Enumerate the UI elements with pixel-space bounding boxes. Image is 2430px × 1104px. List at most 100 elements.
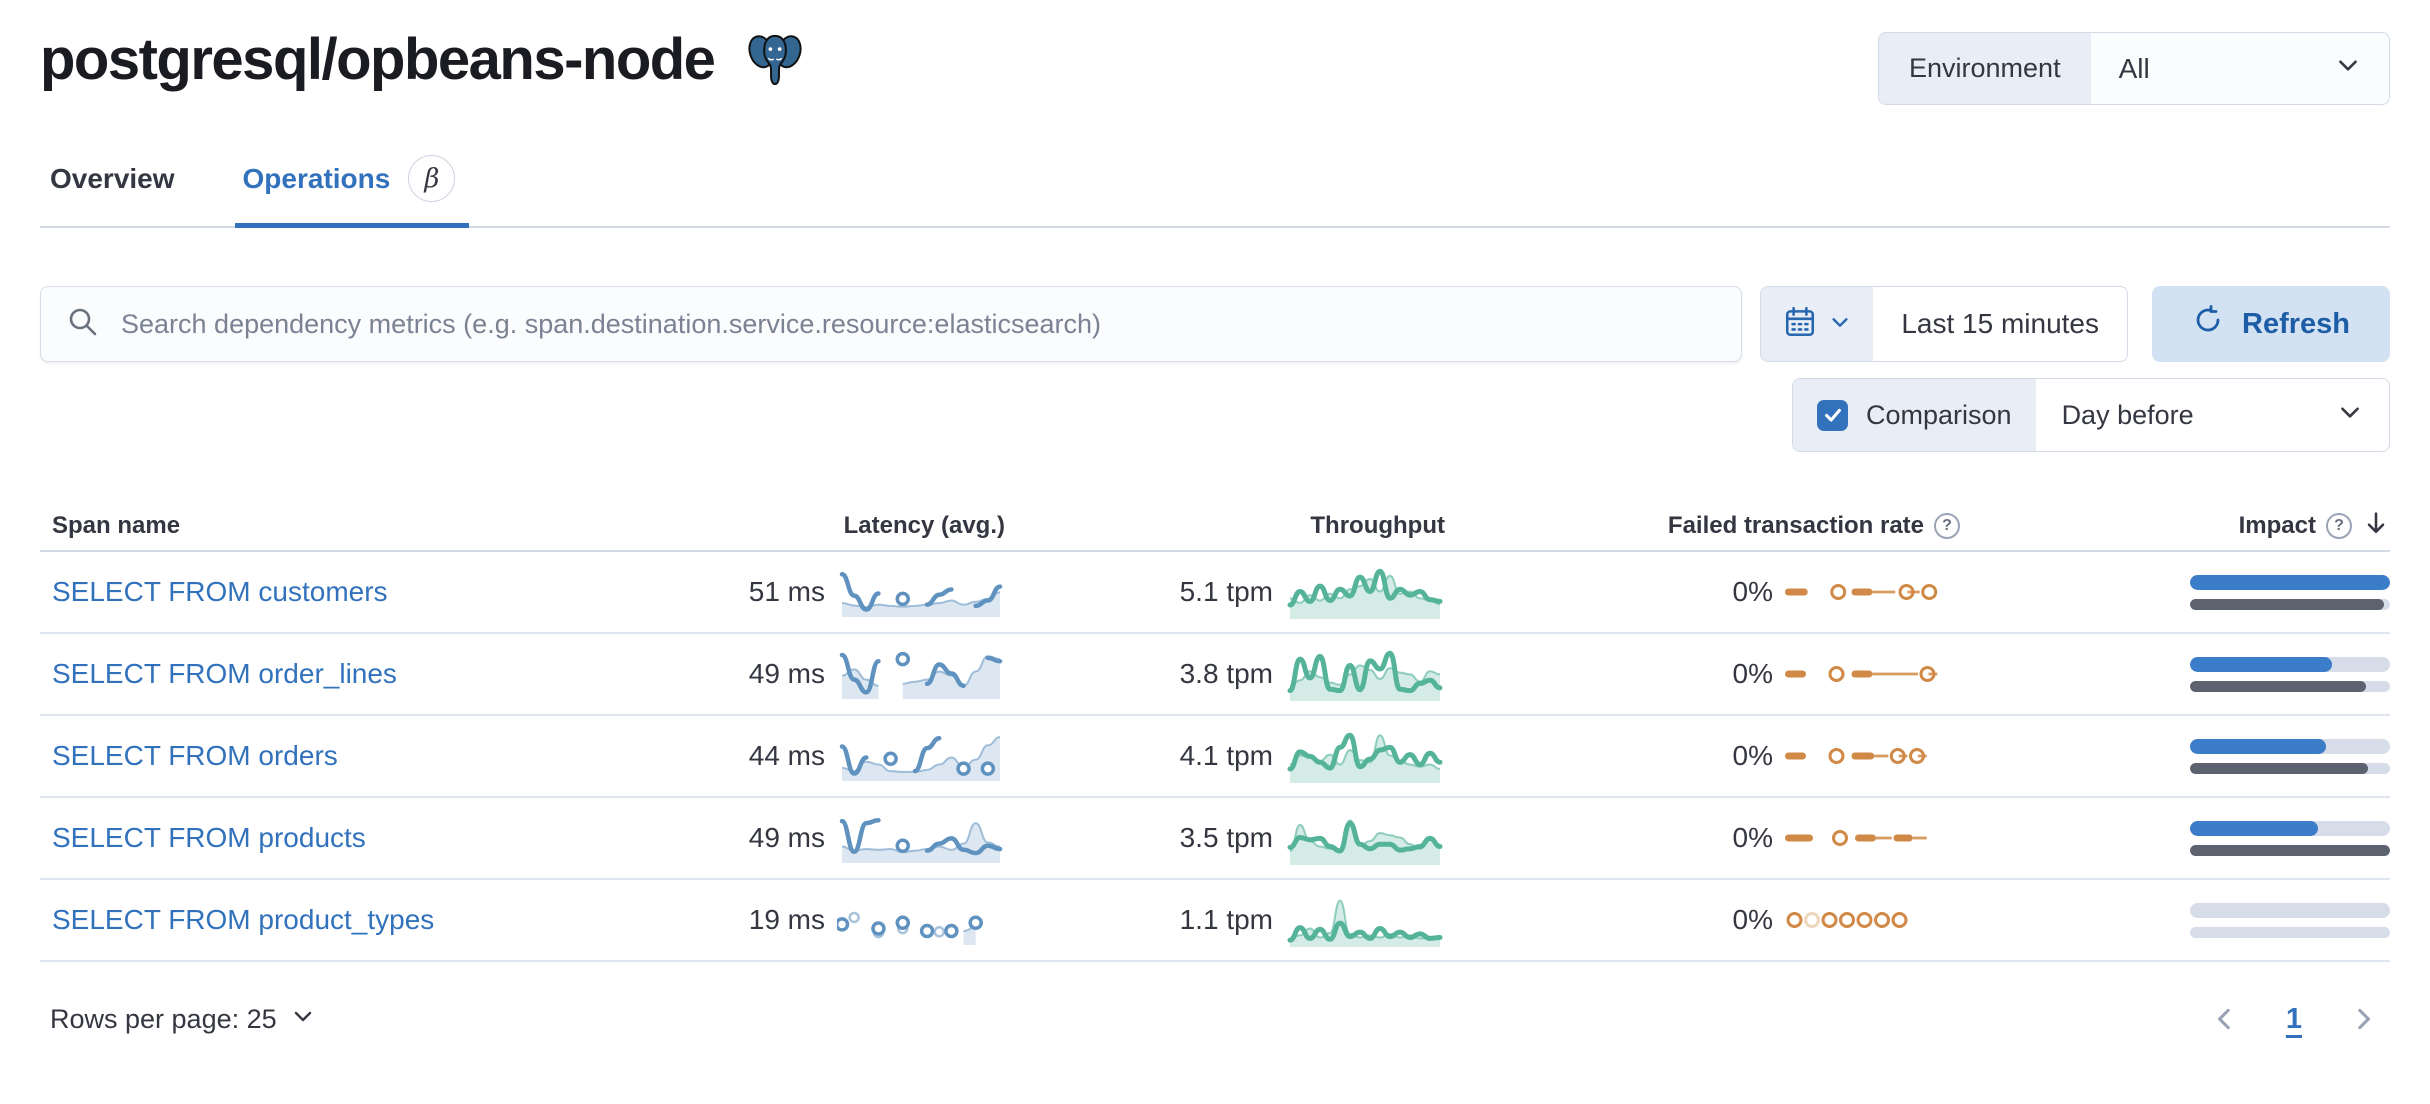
comparison-control: Comparison Day before: [1792, 378, 2390, 452]
latency-value: 19 ms: [748, 904, 825, 935]
tab-bar: Overview Operations β: [40, 143, 2390, 228]
latency-sparkline: [839, 651, 1003, 699]
help-icon[interactable]: ?: [2326, 513, 2352, 539]
latency-cell: 19 ms: [535, 894, 1005, 946]
date-picker: Last 15 minutes: [1760, 286, 2128, 362]
span-name-header-label: Span name: [52, 512, 181, 539]
latency-header-label: Latency (avg.): [843, 512, 1005, 539]
column-header-impact[interactable]: Impact ?: [1960, 509, 2390, 544]
page-header: postgresql/opbeans-node Environment: [40, 24, 2390, 105]
environment-select[interactable]: Environment All: [1878, 32, 2390, 105]
failed-rate-cell: 0%: [1445, 814, 1960, 862]
throughput-sparkline: [1287, 650, 1443, 701]
chevron-down-icon: [291, 1004, 315, 1035]
table-header-row: Span name Latency (avg.) Throughput Fail…: [40, 502, 2390, 552]
latency-cell: 49 ms: [535, 812, 1005, 864]
throughput-sparkline: [1287, 899, 1443, 947]
impact-cell: [1960, 574, 2390, 610]
page-number-1[interactable]: 1: [2285, 1002, 2302, 1035]
latency-value: 49 ms: [748, 822, 825, 853]
failed-rate-cell: 0%: [1445, 650, 1960, 698]
impact-bar-current: [2190, 574, 2390, 590]
failed-rate-value: 0%: [1732, 658, 1773, 689]
impact-bar-previous: [2190, 762, 2368, 774]
previous-page-button[interactable]: [2208, 1002, 2242, 1036]
calendar-icon: [1783, 305, 1817, 344]
comparison-value: Day before: [2061, 399, 2194, 430]
tab-operations[interactable]: Operations β: [234, 143, 470, 228]
failed-rate-sparkline: [1785, 666, 1938, 682]
comparison-checkbox[interactable]: [1817, 399, 1848, 431]
operations-table: Span name Latency (avg.) Throughput Fail…: [40, 502, 2390, 962]
search-icon: [67, 306, 99, 343]
column-header-failed-rate: Failed transaction rate ?: [1445, 512, 1960, 540]
comparison-label: Comparison: [1866, 399, 2012, 430]
impact-bar-previous: [2190, 844, 2390, 856]
latency-cell: 51 ms: [535, 566, 1005, 618]
impact-bar-previous-track: [2190, 680, 2390, 692]
latency-value: 44 ms: [748, 740, 825, 771]
search-input[interactable]: [119, 307, 1716, 341]
environment-label: Environment: [1879, 33, 2091, 104]
table-row: SELECT FROM products 49 ms 3.5 tpm 0%: [40, 798, 2390, 880]
impact-bars: [2190, 820, 2390, 856]
sort-desc-arrow-icon: [2362, 509, 2390, 544]
help-icon[interactable]: ?: [1934, 513, 1960, 539]
impact-bar-previous-track: [2190, 926, 2390, 938]
throughput-value: 5.1 tpm: [1179, 576, 1273, 607]
failed-rate-cell: 0%: [1445, 896, 1960, 944]
beta-badge: β: [408, 155, 456, 202]
page-title: postgresql/opbeans-node: [40, 27, 716, 92]
failed-rate-value: 0%: [1732, 576, 1773, 607]
column-header-throughput: Throughput: [1005, 512, 1445, 540]
impact-bar-current: [2190, 820, 2318, 836]
throughput-cell: 1.1 tpm: [1005, 892, 1445, 948]
time-range-value[interactable]: Last 15 minutes: [1873, 287, 2127, 361]
table-row: SELECT FROM product_types 19 ms 1.1 tpm 0%: [40, 880, 2390, 962]
comparison-checkbox-group[interactable]: Comparison: [1793, 379, 2036, 451]
span-name-link[interactable]: SELECT FROM product_types: [52, 904, 435, 935]
rows-per-page-select[interactable]: Rows per page: 25: [50, 1004, 315, 1035]
throughput-header-label: Throughput: [1310, 512, 1445, 539]
throughput-value: 4.1 tpm: [1179, 740, 1273, 771]
impact-cell: [1960, 902, 2390, 938]
table-row: SELECT FROM order_lines 49 ms 3.8 tpm 0%: [40, 634, 2390, 716]
throughput-sparkline: [1287, 819, 1443, 865]
date-picker-quick-menu[interactable]: [1761, 287, 1874, 361]
rows-per-page-label: Rows per page: 25: [50, 1003, 277, 1034]
next-page-button[interactable]: [2346, 1002, 2380, 1036]
failed-rate-sparkline: [1785, 830, 1927, 846]
impact-bar-current-track: [2190, 656, 2390, 672]
span-name-link[interactable]: SELECT FROM order_lines: [52, 658, 397, 689]
impact-bars: [2190, 902, 2390, 938]
tab-overview[interactable]: Overview: [46, 143, 179, 226]
comparison-row: Comparison Day before: [40, 378, 2390, 452]
refresh-label: Refresh: [2242, 307, 2350, 340]
impact-bar-previous-track: [2190, 598, 2390, 610]
impact-bar-previous: [2190, 680, 2366, 692]
impact-bar-previous-track: [2190, 762, 2390, 774]
table-row: SELECT FROM customers 51 ms 5.1 tpm 0%: [40, 552, 2390, 634]
toolbar: Last 15 minutes Refresh: [40, 286, 2390, 362]
impact-bar-previous: [2190, 598, 2384, 610]
throughput-sparkline: [1287, 732, 1443, 783]
impact-bar-current-track: [2190, 574, 2390, 590]
failed-rate-cell: 0%: [1445, 732, 1960, 780]
failed-rate-value: 0%: [1732, 904, 1773, 935]
refresh-button[interactable]: Refresh: [2152, 286, 2390, 362]
apm-dependency-page: postgresql/opbeans-node Environment: [40, 24, 2390, 1036]
environment-value: All: [2118, 52, 2150, 84]
impact-cell: [1960, 738, 2390, 774]
comparison-select[interactable]: Day before: [2036, 379, 2389, 451]
span-name-link[interactable]: SELECT FROM orders: [52, 740, 338, 771]
failed-rate-sparkline: [1785, 748, 1927, 764]
throughput-cell: 5.1 tpm: [1005, 564, 1445, 620]
impact-cell: [1960, 656, 2390, 692]
span-name-link[interactable]: SELECT FROM customers: [52, 576, 388, 607]
impact-cell: [1960, 820, 2390, 856]
column-header-latency: Latency (avg.): [535, 512, 1005, 540]
span-name-link[interactable]: SELECT FROM products: [52, 822, 366, 853]
tab-operations-label: Operations: [242, 162, 391, 194]
impact-bars: [2190, 656, 2390, 692]
throughput-value: 3.8 tpm: [1179, 658, 1273, 689]
